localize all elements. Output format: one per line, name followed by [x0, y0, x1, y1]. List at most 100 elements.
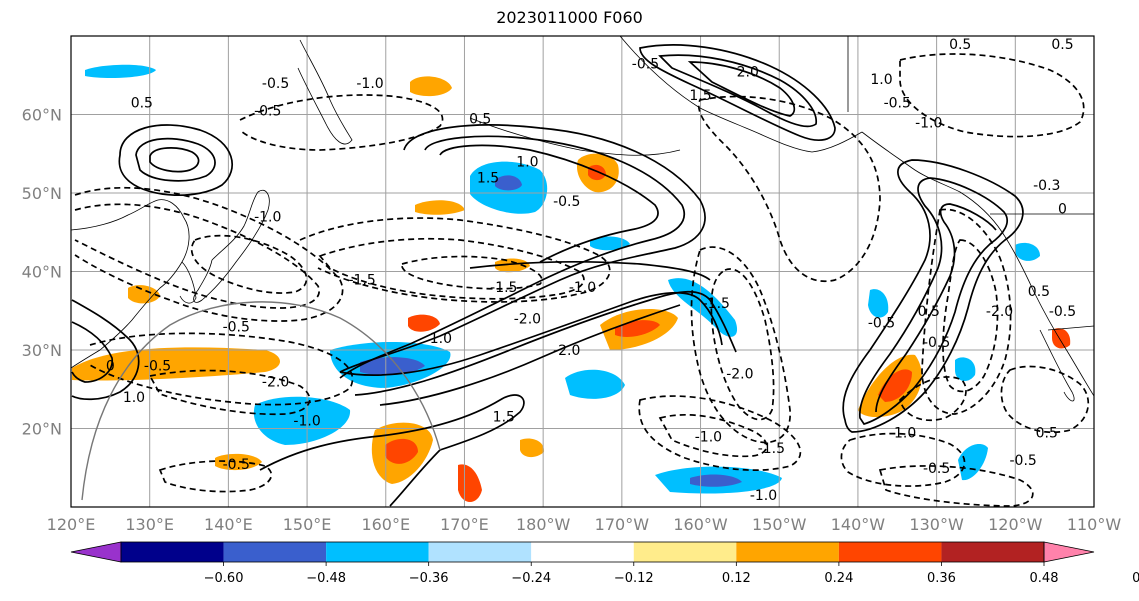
contour-negative: [710, 268, 775, 421]
coastlines: [71, 36, 1094, 402]
contour-negative: [239, 94, 444, 151]
coastline-korea: [179, 261, 197, 304]
shade-orange-patch: [415, 200, 465, 215]
axis-ticks: 120°E 130°E 140°E 150°E 160°E 170°E 180°W 170°W…: [22, 106, 1122, 535]
contour-negative: [74, 186, 344, 322]
contour-positive: [469, 261, 711, 281]
contour-positive: [339, 124, 706, 373]
contour-label: -0.5: [632, 56, 659, 72]
lat-tick-label: 20°N: [22, 420, 62, 439]
contour-negative: [158, 460, 273, 493]
colorbar-tick-label: −0.48: [306, 571, 346, 586]
colorbar-tick-label: −0.12: [614, 571, 654, 586]
contour-positive: [118, 124, 233, 197]
contour-label: -1.0: [695, 429, 722, 445]
contour-positive: [339, 291, 723, 376]
track-arcs: [81, 301, 441, 501]
contour-label: 0: [106, 359, 115, 375]
colorbar-tick-label: 0.12: [722, 571, 751, 586]
lon-tick-label: 130°W: [909, 515, 964, 534]
contour-positive: [135, 137, 216, 182]
colorbar-tick-label: 0.48: [1030, 571, 1059, 586]
contour-label: -1.0: [293, 414, 320, 430]
contour-label: -1.5: [348, 272, 375, 288]
lon-tick-label: 150°W: [752, 515, 807, 534]
contour-positive: [658, 54, 817, 128]
contour-label: -0.5: [923, 335, 950, 351]
contour-negative: [74, 203, 320, 309]
map-frame: [70, 35, 1095, 508]
contour-negative: [921, 208, 1012, 415]
contour-negative: [148, 369, 311, 416]
contour-negative: [840, 432, 966, 487]
shade-blue-patch: [955, 357, 976, 382]
track-arc: [81, 301, 441, 501]
lon-tick-label: 170°W: [595, 515, 650, 534]
contour-negative: [299, 217, 611, 303]
contour-label: -2.0: [262, 374, 289, 390]
contour-label: -0.5: [254, 104, 281, 120]
contour-label: -0.5: [223, 319, 250, 335]
contour-label: 0: [1058, 202, 1067, 218]
contour-label: 0.5: [1036, 425, 1058, 441]
contour-positive: [339, 135, 685, 379]
colorbar-tick-label: 0.36: [927, 571, 956, 586]
shade-orange-patch: [495, 258, 530, 273]
contour-negative: [899, 53, 1085, 138]
contour-label: -2.0: [986, 304, 1013, 320]
contour-negative: [89, 332, 354, 406]
gridlines: [71, 36, 1094, 507]
contour-label: -1.5: [490, 280, 517, 296]
contour-label: -0.3: [1033, 178, 1060, 194]
lat-tick-label: 40°N: [22, 263, 62, 282]
contour-label: 1.0: [430, 331, 452, 347]
colorbar-segment: [223, 542, 327, 562]
coastline-baja: [1039, 329, 1075, 402]
shade-blue-patch: [958, 444, 988, 481]
contour-label: 0.5: [918, 304, 940, 320]
lat-tick-label: 30°N: [22, 341, 62, 360]
lon-tick-label: 160°W: [673, 515, 728, 534]
contour-label: 1.5: [689, 88, 711, 104]
contour-negative: [318, 237, 585, 300]
colorbar-segment: [531, 542, 634, 562]
contour-positive: [439, 144, 659, 263]
border-us-mexico: [1047, 325, 1094, 331]
shade-red-core: [878, 369, 912, 402]
contour-negative: [697, 95, 881, 282]
shade-orange-patch: [410, 76, 452, 97]
contour-label: -1.0: [750, 488, 777, 504]
lon-tick-label: 140°E: [204, 515, 253, 534]
coastline-japan: [193, 189, 270, 303]
lon-tick-label: 120°W: [988, 515, 1043, 534]
contour-label: 0.5: [1028, 284, 1050, 300]
contour-positive: [639, 44, 836, 141]
shade-blue-patch: [590, 236, 630, 251]
coastline-aleutians: [469, 117, 681, 156]
contour-label: 1.0: [516, 155, 538, 171]
colorbar-segment: [326, 542, 429, 562]
shade-blue-patch: [868, 289, 889, 318]
map-title: 2023011000 F060: [496, 8, 643, 27]
contour-lines: [71, 44, 1024, 507]
lon-tick-label: 150°E: [283, 515, 332, 534]
shade-navy-core: [495, 175, 522, 191]
contour-positive: [859, 177, 1009, 425]
contour-label: 1.5: [477, 170, 499, 186]
shade-blue-patch: [565, 369, 625, 399]
contour-label: -1.0: [915, 115, 942, 131]
contour-negative: [190, 234, 308, 294]
lon-tick-label: 160°E: [361, 515, 410, 534]
contour-label: -0.5: [1049, 304, 1076, 320]
lon-tick-label: 170°E: [440, 515, 489, 534]
contour-negative: [690, 246, 791, 444]
shade-blue-patch: [85, 64, 156, 78]
colorbar-segment: [941, 542, 1044, 562]
colorbar-extend-high: [1043, 541, 1095, 563]
contour-positive: [149, 147, 200, 173]
colorbar-segment: [633, 542, 737, 562]
lon-tick-label: 140°W: [831, 515, 886, 534]
contour-label: -2.0: [726, 367, 753, 383]
contour-label: 0.5: [1051, 37, 1073, 53]
contour-label: 1.5: [493, 410, 515, 426]
